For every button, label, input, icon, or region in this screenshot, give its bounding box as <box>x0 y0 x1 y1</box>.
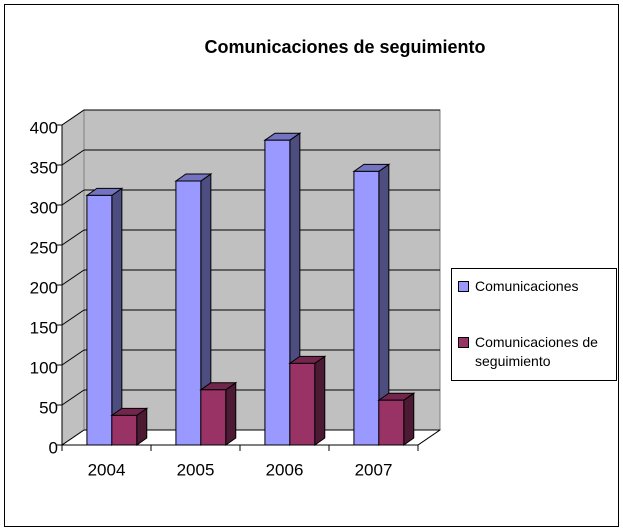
y-tick-label: 300 <box>30 198 58 217</box>
y-tick-label: 50 <box>39 398 58 417</box>
grid-line <box>61 189 85 206</box>
bar <box>86 194 113 446</box>
bar-side <box>225 381 237 446</box>
grid-line <box>61 309 85 326</box>
grid-line <box>61 349 85 366</box>
x-tick-label: 2004 <box>88 460 126 479</box>
grid-line <box>61 389 85 406</box>
bar <box>111 414 138 446</box>
bar-side <box>403 392 415 446</box>
grid-line <box>61 109 85 126</box>
bar <box>264 139 291 446</box>
y-tick-label: 150 <box>30 318 58 337</box>
y-tick-label: 400 <box>30 118 58 137</box>
bar-side <box>111 187 123 446</box>
grid-line <box>61 269 85 286</box>
bar <box>289 362 316 446</box>
bar <box>378 399 405 446</box>
legend-swatch <box>458 337 469 348</box>
legend-entry: Comunicaciones de seguimiento <box>458 333 605 371</box>
y-tick-label: 200 <box>30 278 58 297</box>
bar <box>200 389 227 446</box>
bar-side <box>314 355 326 446</box>
grid-line <box>61 229 85 246</box>
bar <box>353 170 380 446</box>
y-tick-label: 250 <box>30 238 58 257</box>
chart-title: Comunicaciones de seguimiento <box>204 37 485 57</box>
x-axis-end <box>417 429 441 446</box>
legend: Comunicaciones Comunicaciones de seguimie… <box>451 268 617 381</box>
legend-swatch <box>458 281 469 292</box>
y-tick-label: 350 <box>30 158 58 177</box>
grid-line <box>61 429 85 446</box>
plot-area: 0 50 100 150 200 250 300 350 400 2004 2005 2006 2007 <box>30 109 442 479</box>
legend-entry: Comunicaciones <box>458 277 605 296</box>
legend-label: Comunicaciones <box>475 278 579 294</box>
x-tick-label: 2007 <box>355 460 393 479</box>
bar <box>175 180 202 446</box>
grid-line <box>61 149 85 166</box>
x-tick-label: 2005 <box>177 460 215 479</box>
y-tick-label: 0 <box>49 438 58 457</box>
x-tick-label: 2006 <box>266 460 304 479</box>
legend-label: Comunicaciones de seguimiento <box>475 334 598 369</box>
y-tick-label: 100 <box>30 358 58 377</box>
